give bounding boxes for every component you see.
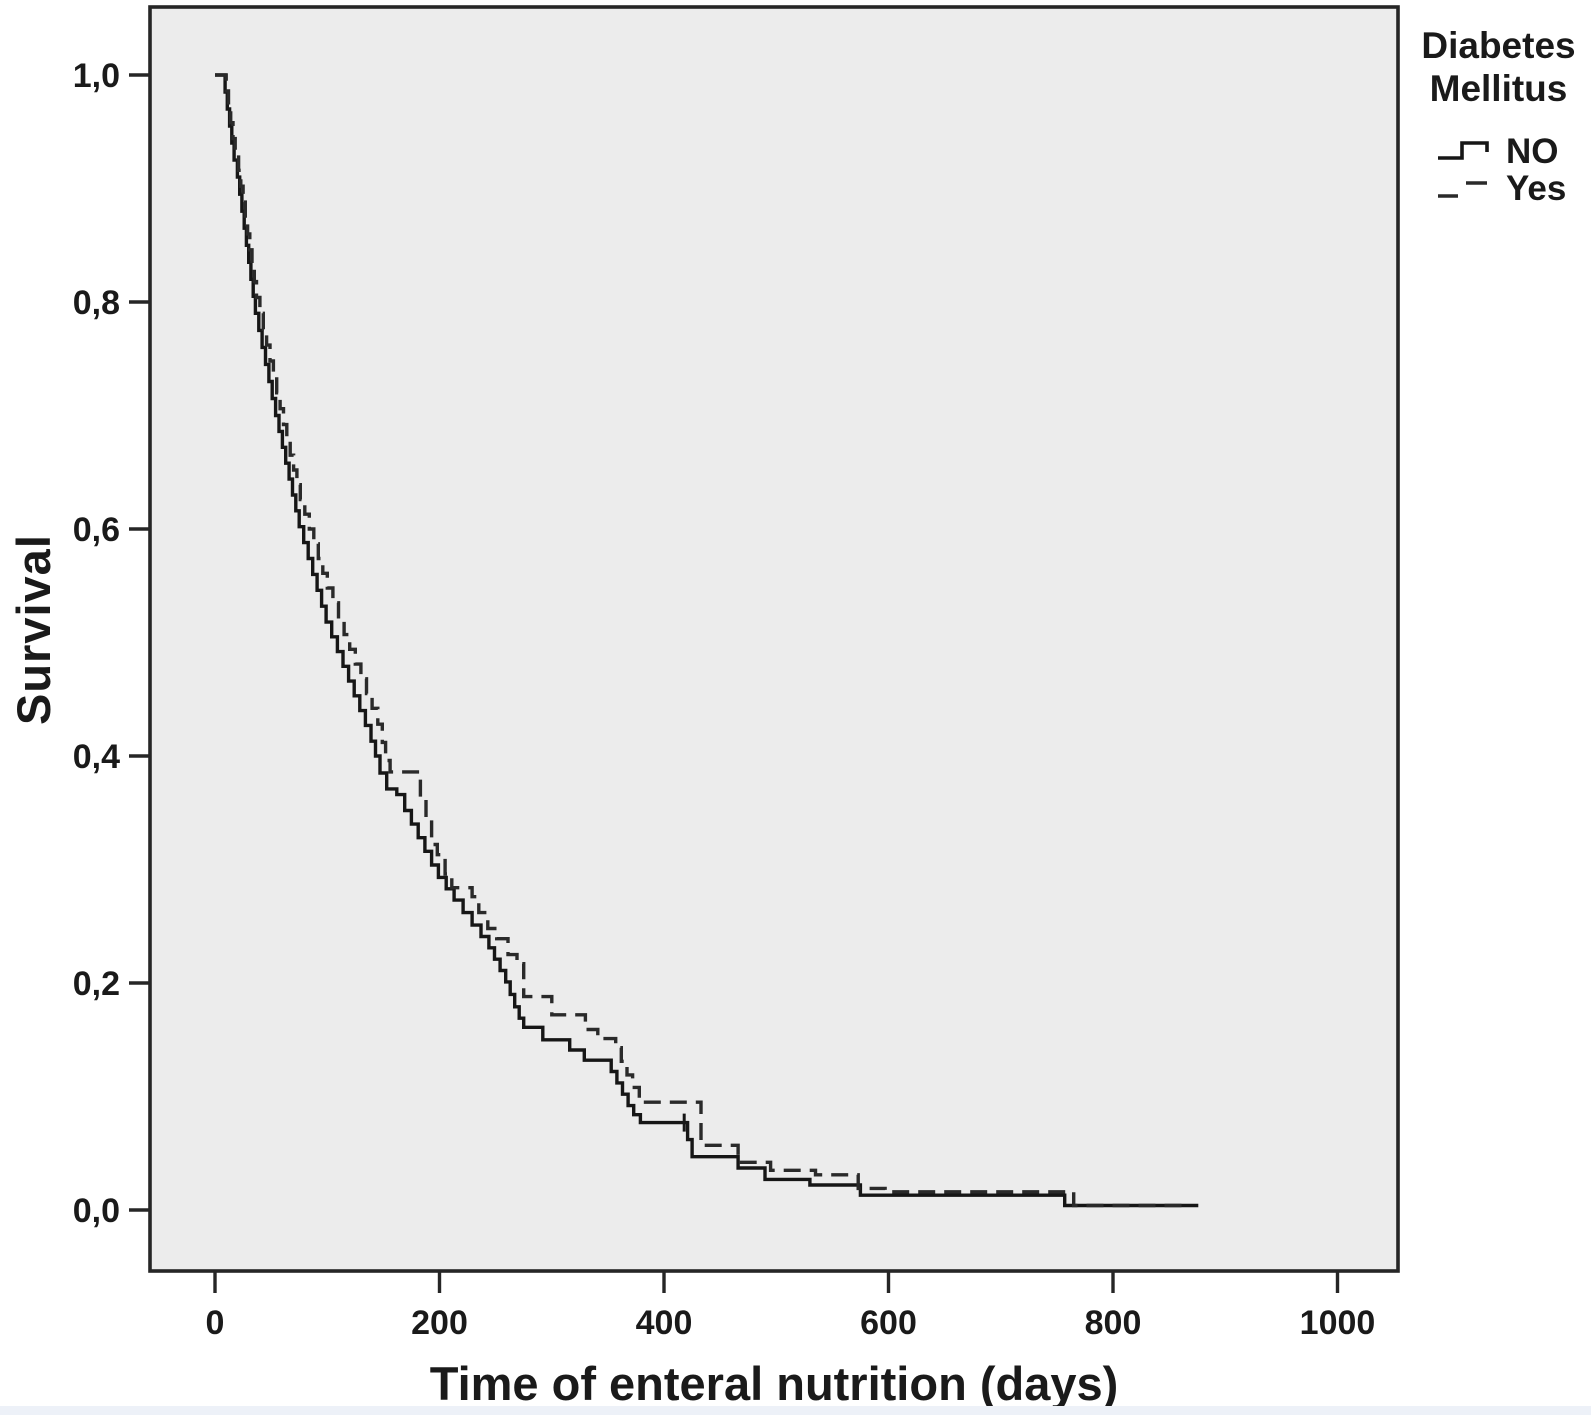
x-axis-title: Time of enteral nutrition (days) bbox=[429, 1357, 1119, 1410]
y-tick-label: 1,0 bbox=[73, 57, 120, 95]
x-tick-label: 200 bbox=[411, 1304, 468, 1342]
x-tick-label: 400 bbox=[636, 1304, 693, 1342]
legend-title-line2: Mellitus bbox=[1429, 68, 1568, 110]
y-tick-label: 0,6 bbox=[73, 511, 120, 549]
legend-label-no: NO bbox=[1506, 131, 1559, 171]
legend-label-yes: Yes bbox=[1506, 168, 1567, 208]
legend-title-line1: Diabetes bbox=[1421, 25, 1576, 66]
survival-curves bbox=[215, 73, 1199, 1208]
scan-edge-artifact bbox=[0, 1406, 1591, 1415]
x-tick-label: 800 bbox=[1085, 1304, 1142, 1342]
series-NO-path bbox=[215, 73, 1199, 1208]
legend-entry-no: NO bbox=[1436, 133, 1591, 170]
legend-entries: NO Yes bbox=[1406, 133, 1591, 207]
y-axis-title: Survival bbox=[7, 534, 60, 726]
y-tick-label: 0,8 bbox=[73, 284, 120, 322]
x-axis-ticks: 0 200 400 600 800 1000 bbox=[206, 1271, 1376, 1342]
series-Yes-path bbox=[215, 73, 1190, 1208]
plot-area bbox=[148, 5, 1400, 1273]
x-tick-label: 1000 bbox=[1300, 1304, 1376, 1342]
y-tick-label: 0,0 bbox=[73, 1192, 120, 1230]
y-axis-ticks: 0,0 0,2 0,4 0,6 0,8 1,0 bbox=[73, 57, 150, 1230]
legend-entry-yes: Yes bbox=[1436, 170, 1591, 207]
legend-title: Diabetes Mellitus bbox=[1406, 24, 1591, 111]
legend-line-solid-icon bbox=[1438, 141, 1489, 160]
legend-line-dashed-icon bbox=[1438, 181, 1487, 198]
y-tick-label: 0,4 bbox=[73, 738, 120, 776]
y-tick-label: 0,2 bbox=[73, 965, 120, 1003]
legend: Diabetes Mellitus NO Yes bbox=[1406, 24, 1591, 207]
x-tick-label: 600 bbox=[860, 1304, 917, 1342]
x-tick-label: 0 bbox=[206, 1304, 225, 1342]
